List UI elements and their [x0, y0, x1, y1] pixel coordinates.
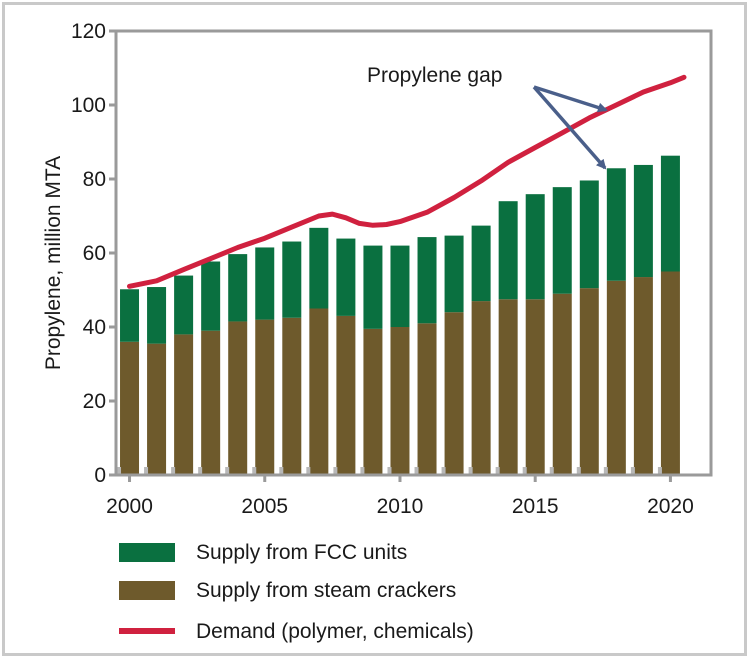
x-tick-label: 2005 [241, 495, 288, 518]
bar-steam-2008 [336, 315, 356, 475]
x-tick-label: 2020 [647, 495, 694, 518]
bar-steam-2016 [552, 293, 572, 475]
bar-fcc-2005 [255, 247, 275, 320]
bar-steam-2003 [201, 330, 221, 475]
bar-fcc-2004 [228, 254, 248, 322]
baseline-mark [576, 467, 581, 475]
y-tick-label: 20 [83, 390, 106, 413]
bar-fcc-2007 [309, 227, 329, 309]
x-tick-label: 2015 [512, 495, 559, 518]
legend: Supply from FCC units Supply from steam … [119, 541, 474, 643]
bar-fcc-2014 [498, 201, 518, 300]
baseline-mark [144, 467, 149, 475]
legend-swatch-steam [119, 581, 175, 600]
bar-fcc-2009 [363, 245, 383, 329]
demand-line [127, 74, 687, 289]
bar-fcc-2020 [660, 155, 680, 272]
bar-fcc-2008 [336, 238, 356, 316]
bar-fcc-2018 [606, 168, 626, 281]
annotation-arrow-supply [532, 85, 607, 170]
baseline-mark [414, 467, 419, 475]
baseline-mark [549, 467, 554, 475]
bar-steam-2009 [363, 328, 383, 475]
baseline-mark [387, 467, 392, 475]
bar-steam-2010 [390, 327, 410, 475]
bar-steam-2005 [255, 319, 275, 475]
bar-steam-2018 [606, 280, 626, 475]
annotation-arrow-demand [533, 85, 608, 113]
legend-label-fcc: Supply from FCC units [196, 541, 407, 564]
bar-fcc-2002 [174, 275, 194, 335]
bar-fcc-2011 [417, 237, 437, 324]
x-tick-label: 2000 [106, 495, 153, 518]
bar-steam-2006 [282, 317, 302, 475]
bar-steam-2014 [498, 299, 518, 475]
baseline-mark [225, 467, 230, 475]
y-tick-label: 80 [83, 168, 106, 191]
baseline-mark [441, 467, 446, 475]
legend-label-demand: Demand (polymer, chemicals) [196, 620, 474, 643]
bar-steam-2015 [525, 299, 545, 475]
bar-fcc-2000 [120, 289, 140, 342]
baseline-mark [333, 467, 338, 475]
y-tick-label: 40 [83, 316, 106, 339]
y-tick-label: 100 [71, 94, 106, 117]
x-axis: 2000 2005 2010 2015 2020 [106, 475, 694, 518]
bar-steam-2000 [120, 341, 140, 475]
baseline-mark [198, 467, 203, 475]
y-tick-label: 120 [71, 20, 106, 43]
baseline-mark [468, 467, 473, 475]
bar-steam-2011 [417, 323, 437, 475]
baseline-mark [306, 467, 311, 475]
y-axis: 0 20 40 60 80 100 120 [71, 20, 116, 487]
bar-series-group [120, 155, 680, 475]
bar-steam-2001 [147, 343, 167, 475]
bar-steam-2020 [660, 271, 680, 475]
y-tick-label: 60 [83, 242, 106, 265]
bar-steam-2013 [471, 301, 491, 475]
y-tick-label: 0 [94, 464, 106, 487]
y-axis-label: Propylene, million MTA [42, 156, 65, 370]
baseline-mark [252, 467, 257, 475]
bar-fcc-2001 [147, 287, 167, 344]
bar-steam-2017 [579, 288, 599, 475]
bar-steam-2012 [444, 312, 464, 475]
legend-swatch-demand [119, 628, 175, 634]
bar-steam-2019 [633, 277, 653, 475]
bar-steam-2007 [309, 308, 329, 475]
bar-fcc-2003 [201, 261, 221, 331]
bar-fcc-2013 [471, 225, 491, 302]
bar-steam-2002 [174, 334, 194, 475]
baseline-mark [522, 467, 527, 475]
baseline-mark [171, 467, 176, 475]
annotation-label: Propylene gap [367, 64, 502, 87]
baseline-mark [117, 467, 122, 475]
legend-swatch-fcc [119, 543, 175, 562]
bar-fcc-2016 [552, 187, 572, 294]
bar-fcc-2012 [444, 235, 464, 313]
baseline-ticks [117, 467, 662, 475]
legend-label-steam: Supply from steam crackers [196, 579, 456, 602]
bar-fcc-2015 [525, 194, 545, 300]
baseline-mark [495, 467, 500, 475]
bar-steam-2004 [228, 321, 248, 475]
bar-fcc-2010 [390, 245, 410, 327]
baseline-mark [279, 467, 284, 475]
bar-fcc-2017 [579, 180, 599, 289]
bar-fcc-2019 [633, 164, 653, 278]
bar-fcc-2006 [282, 241, 302, 318]
baseline-mark [657, 467, 662, 475]
propylene-gap-annotation: Propylene gap [367, 64, 608, 170]
x-tick-label: 2010 [377, 495, 424, 518]
baseline-mark [603, 467, 608, 475]
baseline-mark [630, 467, 635, 475]
baseline-mark [360, 467, 365, 475]
